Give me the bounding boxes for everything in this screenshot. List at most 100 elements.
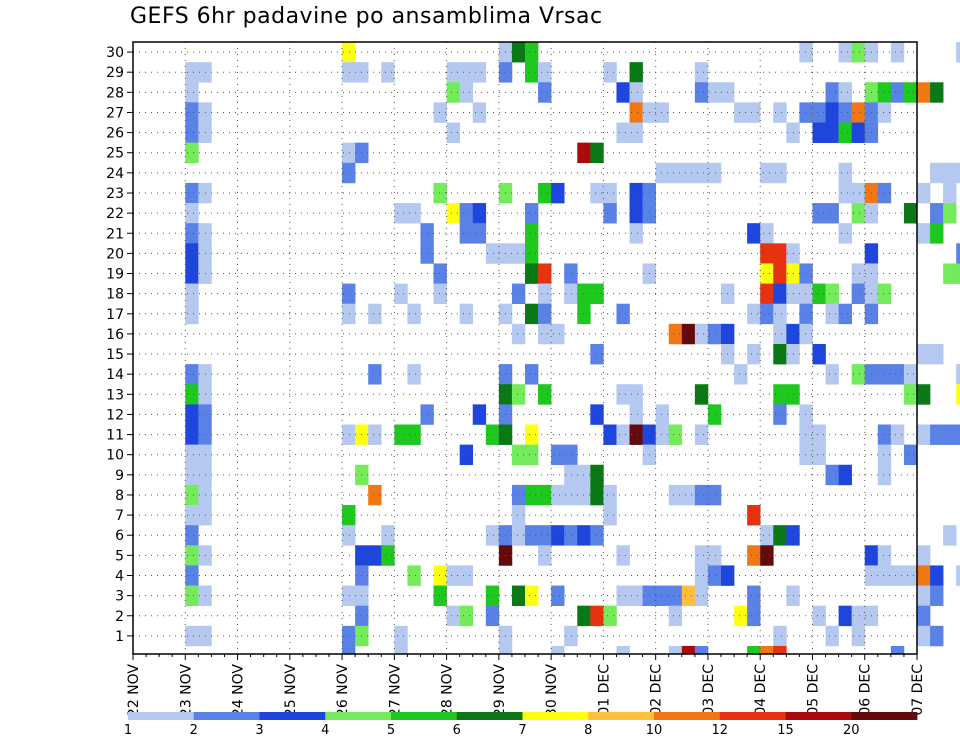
heatmap-cell	[629, 102, 643, 123]
x-tick-label: 30 NOV	[544, 664, 560, 718]
heatmap-cell	[825, 102, 839, 123]
x-tick-label: 27 NOV	[387, 664, 403, 718]
heatmap-cell	[538, 82, 552, 103]
heatmap-cell	[851, 605, 866, 627]
grid-lines	[133, 42, 917, 654]
heatmap-cell	[616, 585, 630, 606]
heatmap-cell	[342, 42, 356, 63]
heatmap-cell	[956, 565, 960, 586]
heatmap-cell	[799, 323, 813, 345]
heatmap-cell	[655, 424, 670, 445]
heatmap-cell	[551, 585, 565, 606]
heatmap-cell	[734, 364, 748, 385]
heatmap-cell	[707, 82, 722, 103]
colorbar-label: 3	[255, 723, 263, 738]
y-tick-label: 20	[106, 246, 124, 262]
heatmap-cell	[603, 484, 617, 506]
x-tick-label: 04 DEC	[753, 664, 769, 716]
heatmap-cell	[747, 102, 761, 123]
heatmap-cell	[838, 102, 852, 123]
heatmap-cell	[185, 565, 199, 586]
heatmap-cell	[342, 283, 356, 305]
heatmap-cell	[655, 404, 670, 425]
heatmap-cell	[485, 424, 500, 445]
heatmap-cell	[943, 203, 957, 224]
heatmap-cell	[930, 82, 944, 103]
heatmap-cell	[668, 323, 683, 345]
heatmap-cell	[838, 42, 852, 63]
heatmap-cell	[707, 545, 722, 566]
heatmap-cell	[747, 645, 761, 655]
heatmap-cell	[903, 384, 918, 405]
heatmap-cell	[629, 404, 643, 425]
heatmap-cell	[930, 625, 944, 647]
heatmap-cell	[525, 424, 539, 445]
y-tick-label: 27	[106, 105, 124, 121]
heatmap-cell	[747, 303, 761, 325]
heatmap-cell	[551, 444, 565, 466]
x-tick-label: 06 DEC	[858, 664, 874, 716]
heatmap-cell	[668, 645, 683, 655]
colorbar-swatch	[719, 712, 786, 720]
heatmap-cell	[603, 424, 617, 445]
heatmap-cell	[668, 424, 683, 445]
heatmap-cell	[629, 82, 643, 103]
heatmap-cell	[760, 223, 774, 244]
heatmap-cell	[812, 203, 826, 224]
heatmap-cell	[551, 484, 565, 506]
heatmap-cell	[629, 424, 643, 445]
heatmap-cell	[185, 384, 199, 405]
heatmap-cell	[917, 82, 931, 103]
heatmap-cell	[681, 645, 696, 655]
heatmap-cell	[433, 182, 447, 204]
y-tick-label: 29	[106, 65, 124, 81]
heatmap-cell	[342, 585, 356, 606]
y-axis: 1234567891011121314151617181920212223242…	[106, 45, 133, 645]
heatmap-cell	[877, 565, 892, 586]
heatmap-cell	[525, 203, 539, 224]
heatmap-cell	[185, 525, 199, 546]
heatmap-cell	[694, 323, 709, 345]
heatmap-cell	[185, 585, 199, 606]
heatmap-cell	[185, 82, 199, 103]
heatmap-cell	[525, 525, 539, 546]
heatmap-cell	[590, 182, 604, 204]
heatmap-cell	[185, 142, 199, 164]
chart-title: GEFS 6hr padavine po ansamblima Vrsac	[130, 4, 603, 29]
heatmap-cell	[773, 243, 787, 264]
heatmap-cell	[511, 585, 526, 606]
heatmap-cell	[342, 142, 356, 164]
heatmap-cell	[603, 62, 617, 83]
x-tick-label: 22 NOV	[126, 664, 142, 718]
colorbar-swatch	[851, 712, 918, 720]
heatmap-cell	[342, 62, 356, 83]
heatmap-cell	[877, 283, 892, 305]
x-tick-label: 26 NOV	[335, 664, 351, 718]
heatmap-cell	[694, 384, 709, 405]
heatmap-cell	[773, 303, 787, 325]
heatmap-cell	[433, 263, 447, 284]
heatmap-cell	[511, 525, 526, 546]
heatmap-cell	[838, 605, 852, 627]
heatmap-cell	[747, 545, 761, 566]
heatmap-cell	[185, 444, 199, 466]
heatmap-cell	[655, 162, 670, 184]
heatmap-cell	[917, 545, 931, 566]
heatmap-cell	[930, 585, 944, 606]
heatmap-cell	[433, 283, 447, 305]
heatmap-cell	[616, 645, 630, 655]
heatmap-cell	[538, 303, 552, 325]
heatmap-cell	[629, 122, 643, 143]
y-tick-label: 25	[106, 146, 124, 162]
heatmap-cell	[185, 243, 199, 264]
y-tick-label: 28	[106, 85, 124, 101]
heatmap-cell	[342, 162, 356, 184]
heatmap-cell	[511, 323, 526, 345]
heatmap-cell	[538, 525, 552, 546]
heatmap-cell	[407, 565, 421, 586]
heatmap-cell	[917, 605, 931, 627]
heatmap-cell	[564, 484, 578, 506]
heatmap-cell	[917, 625, 931, 647]
heatmap-cell	[525, 364, 539, 385]
heatmap-cell	[368, 545, 382, 566]
